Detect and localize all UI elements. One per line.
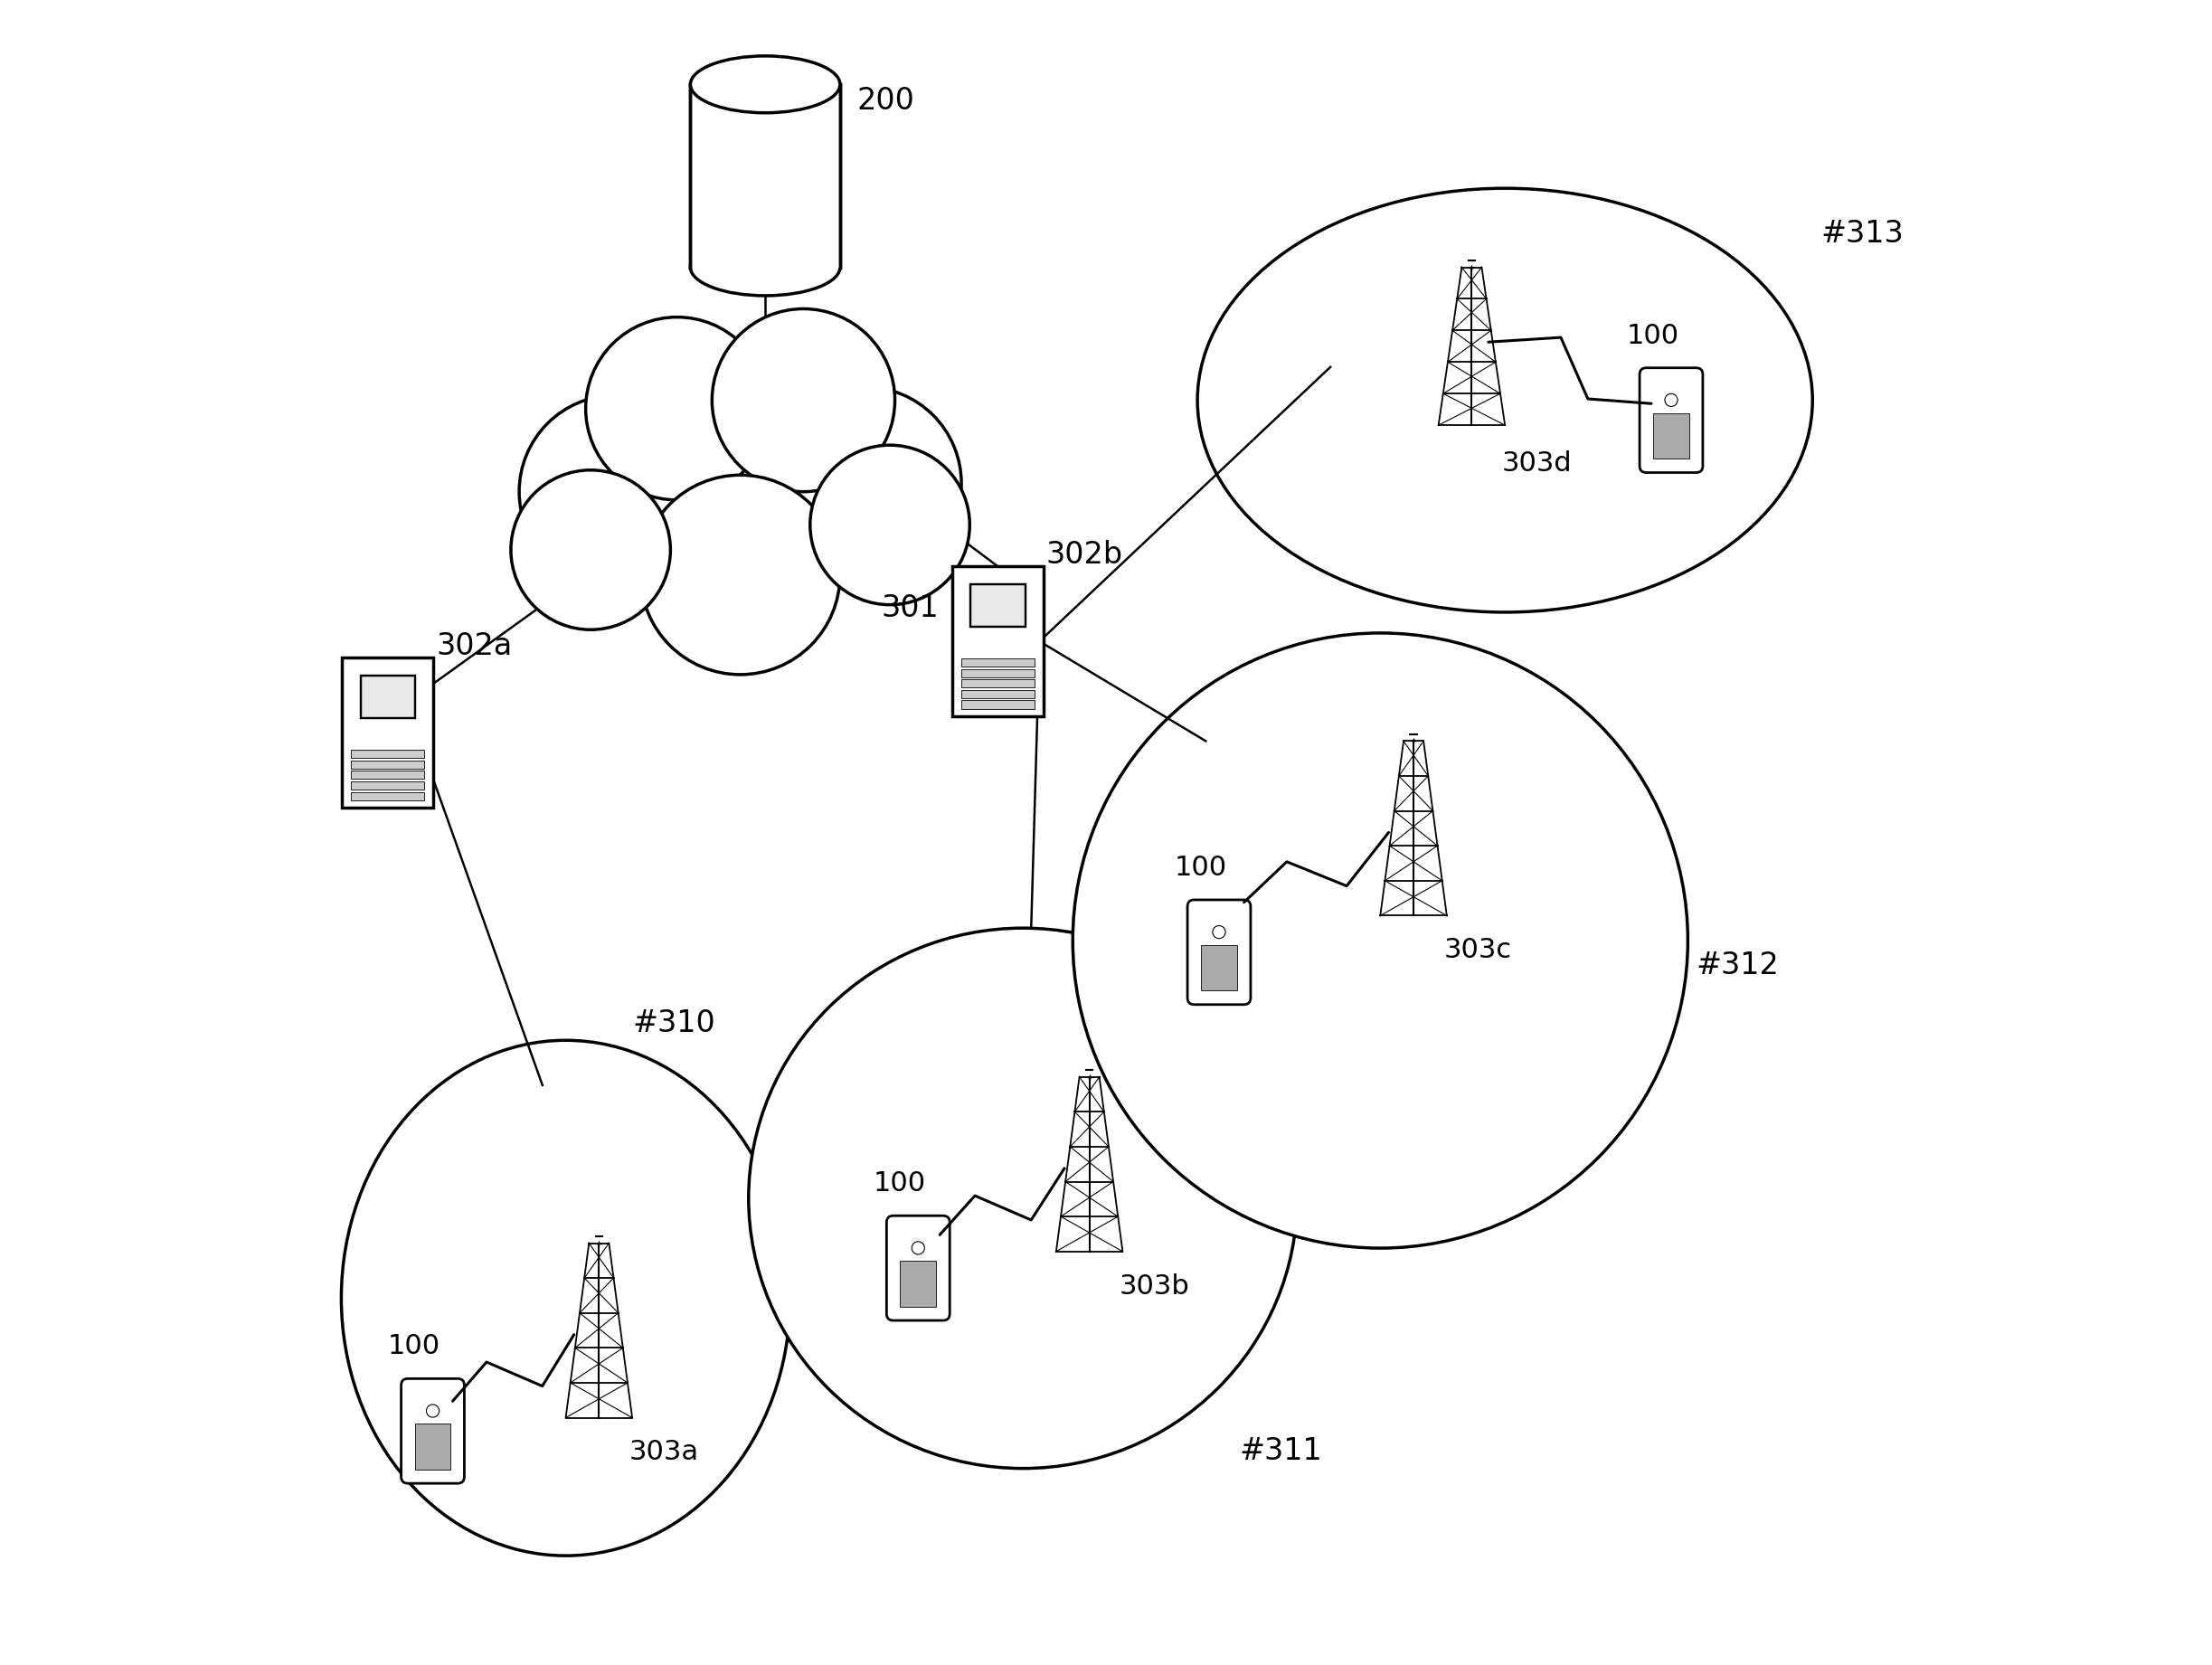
Bar: [343, 658, 434, 808]
Ellipse shape: [1073, 633, 1688, 1249]
Text: 302b: 302b: [1046, 539, 1124, 569]
Ellipse shape: [1197, 188, 1812, 613]
Circle shape: [1212, 926, 1225, 939]
Bar: [1652, 413, 1690, 458]
Bar: [361, 676, 416, 718]
Text: 100: 100: [1175, 854, 1228, 881]
Bar: [962, 659, 1035, 666]
Circle shape: [810, 445, 969, 604]
Circle shape: [622, 396, 860, 636]
Text: #311: #311: [1239, 1435, 1323, 1465]
Text: 301: 301: [883, 593, 940, 623]
Bar: [352, 761, 425, 769]
Circle shape: [641, 475, 841, 674]
Circle shape: [586, 316, 768, 499]
Text: 100: 100: [1626, 323, 1679, 348]
Text: 303c: 303c: [1444, 937, 1511, 964]
Circle shape: [768, 386, 962, 579]
Bar: [690, 85, 841, 268]
Bar: [962, 679, 1035, 688]
Bar: [962, 669, 1035, 678]
Text: #310: #310: [633, 1009, 714, 1039]
Circle shape: [511, 470, 670, 629]
Text: 100: 100: [874, 1170, 927, 1197]
Circle shape: [911, 1242, 925, 1254]
Text: 303b: 303b: [1119, 1274, 1190, 1299]
Circle shape: [520, 395, 712, 588]
Text: #312: #312: [1697, 951, 1778, 981]
Ellipse shape: [690, 57, 841, 113]
Text: 200: 200: [856, 87, 914, 117]
Text: #313: #313: [1820, 220, 1905, 250]
Bar: [1201, 944, 1237, 991]
FancyBboxPatch shape: [1188, 899, 1250, 1004]
FancyBboxPatch shape: [1639, 368, 1703, 473]
Text: 303a: 303a: [628, 1439, 699, 1465]
Bar: [352, 781, 425, 789]
Circle shape: [1666, 393, 1677, 406]
Text: 100: 100: [387, 1334, 440, 1360]
Circle shape: [712, 308, 896, 491]
Bar: [416, 1424, 451, 1470]
Ellipse shape: [748, 927, 1296, 1469]
Bar: [951, 566, 1044, 716]
Circle shape: [427, 1405, 440, 1417]
Bar: [352, 771, 425, 779]
FancyBboxPatch shape: [400, 1379, 465, 1484]
Bar: [962, 701, 1035, 709]
Text: 302a: 302a: [436, 631, 513, 661]
Bar: [971, 584, 1026, 626]
Ellipse shape: [690, 238, 841, 296]
Bar: [352, 793, 425, 801]
Ellipse shape: [341, 1041, 790, 1555]
Bar: [352, 749, 425, 758]
Text: 303d: 303d: [1502, 450, 1573, 476]
Bar: [962, 689, 1035, 698]
Bar: [900, 1260, 936, 1307]
FancyBboxPatch shape: [887, 1215, 949, 1320]
